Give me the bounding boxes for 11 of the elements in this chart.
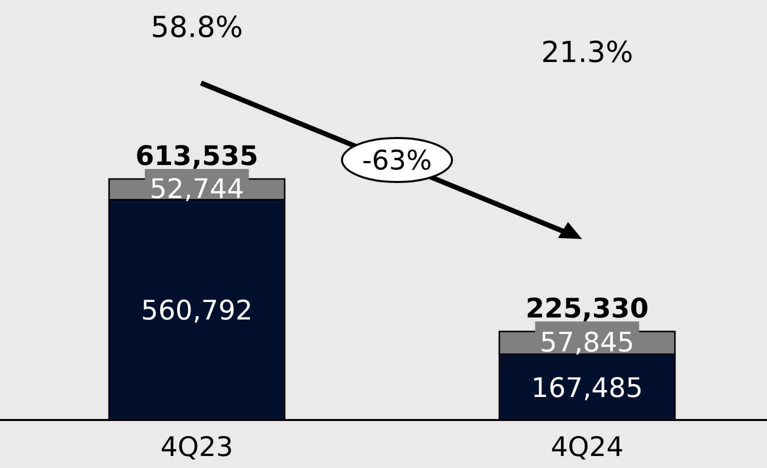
data-label: 52,744: [150, 174, 244, 206]
x-tick-label: 4Q23: [160, 432, 234, 463]
data-label: 560,792: [141, 296, 253, 327]
text: -63%: [362, 146, 432, 177]
x-tick-label: 4Q24: [550, 432, 624, 463]
total-label: 225,330: [526, 293, 649, 324]
text: 21.3%: [541, 35, 634, 69]
total-label: 613,535: [135, 141, 258, 172]
data-label: 57,845: [540, 328, 634, 359]
text: 58.8%: [150, 10, 243, 44]
data-label: 167,485: [531, 372, 643, 404]
